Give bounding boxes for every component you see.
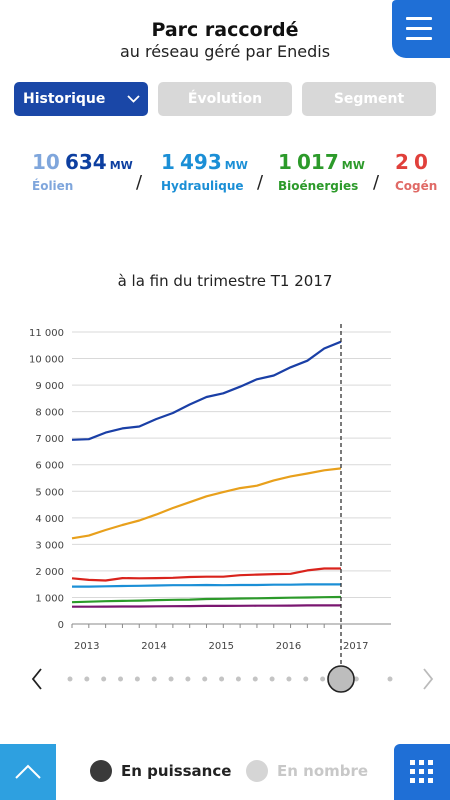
series-line-3 [72,583,341,588]
kpi-hydraulique-value-int: 1 [161,150,175,174]
kpi-bioenergies-value-int: 1 [278,150,292,174]
page-title: Parc raccordé [151,19,299,41]
y-tick-label: 7 000 [35,434,64,445]
tab-historique[interactable]: Historique [14,82,148,116]
chevron-left-icon[interactable] [31,668,42,690]
kpi-cogeneration-value-int: 2 [395,150,409,174]
tab-evolution[interactable]: Évolution [158,82,292,116]
y-tick-label: 6 000 [35,461,64,472]
header: Parc raccordé au réseau géré par Enedis [0,0,450,80]
y-tick-label: 2 000 [35,567,64,578]
y-tick-label: 9 000 [35,381,64,392]
kpi-separator: / [257,172,264,193]
scroll-up-button[interactable] [0,744,56,800]
y-tick-label: 0 [58,620,64,631]
kpi-eolien-unit: MW [109,159,133,172]
slider-dot[interactable] [202,676,208,682]
kpi-eolien: 10 634 MW Éolien [32,150,133,193]
slider-dot[interactable] [219,676,225,682]
kpi-strip[interactable]: 10 634 MW Éolien 1 493 MW Hydraulique 1 01… [0,150,450,210]
series-line-5 [72,604,341,608]
radio-unselected-icon [246,760,268,782]
tab-historique-label: Historique [23,91,106,107]
series-line-2 [71,567,341,582]
slider-dot[interactable] [269,676,275,682]
chevron-down-icon [127,95,140,103]
chevron-right-icon[interactable] [423,668,434,690]
y-tick-label: 4 000 [35,514,64,525]
toggle-en-puissance-label: En puissance [121,762,232,780]
toggle-en-puissance[interactable]: En puissance [90,760,231,782]
kpi-hydraulique: 1 493 MW Hydraulique [161,150,248,193]
chart-caption: à la fin du trimestre T1 2017 [117,272,333,290]
y-tick-label: 1 000 [35,593,64,604]
kpi-cogeneration: 2 0 Cogén [395,150,437,193]
slider-dot[interactable] [185,676,191,682]
grid-icon [410,760,433,783]
x-tick-label: 2017 [343,641,368,652]
kpi-eolien-label: Éolien [32,179,74,193]
kpi-bioenergies-value-rest: 017 [297,150,339,174]
slider-dot[interactable] [84,676,90,682]
x-tick-label: 2016 [276,641,301,652]
kpi-bioenergies-unit: MW [341,159,365,172]
slider-dot[interactable] [151,676,157,682]
kpi-hydraulique-unit: MW [224,159,248,172]
slider-dot[interactable] [168,676,174,682]
series-line-1 [71,467,342,540]
kpi-cogeneration-label: Cogén [395,179,438,193]
slider-dot[interactable] [235,676,241,682]
menu-button[interactable] [392,0,450,58]
page-subtitle: au réseau géré par Enedis [119,42,331,61]
y-tick-label: 5 000 [35,487,64,498]
radio-selected-icon [90,760,112,782]
x-tick-label: 2015 [209,641,234,652]
y-tick-label: 11 000 [29,328,64,339]
slider-dot[interactable] [286,676,292,682]
chevron-up-icon [15,764,41,779]
x-tick-label: 2013 [74,641,99,652]
slider-dot[interactable] [67,676,73,682]
grid-menu-button[interactable] [394,744,450,800]
tab-segment[interactable]: Segment [302,82,436,116]
toggle-en-nombre[interactable]: En nombre [246,760,368,782]
series-line-4 [71,595,342,604]
y-tick-label: 8 000 [35,408,64,419]
kpi-bioenergies-label: Bioénergies [278,179,359,193]
slider-dot[interactable] [303,676,309,682]
slider-dot[interactable] [387,676,393,682]
slider-dot[interactable] [353,676,359,682]
y-tick-label: 3 000 [35,540,64,551]
slider-dot[interactable] [101,676,107,682]
tab-bar: Historique Évolution Segment [0,82,450,116]
slider-dot[interactable] [118,676,124,682]
kpi-hydraulique-label: Hydraulique [161,179,244,193]
kpi-bioenergies: 1 017 MW Bioénergies [278,150,365,193]
kpi-eolien-value-rest: 634 [64,150,107,174]
kpi-hydraulique-value-rest: 493 [180,150,222,174]
tab-segment-label: Segment [333,91,405,107]
slider-handle[interactable] [327,665,355,693]
kpi-separator: / [136,172,143,193]
slider-dot[interactable] [134,676,140,682]
kpi-separator: / [373,172,380,193]
line-chart: 0 1 000 2 000 3 000 4 000 5 000 6 000 7 000 8 00… [29,324,434,693]
x-tick-label: 2014 [141,641,166,652]
toggle-en-nombre-label: En nombre [277,762,369,780]
tab-evolution-label: Évolution [187,91,263,107]
slider-dot[interactable] [320,676,326,682]
kpi-cogeneration-value-rest: 0 [414,150,428,174]
kpi-eolien-value-int: 10 [32,150,60,174]
series-line-0 [71,340,342,441]
y-tick-label: 10 000 [29,355,64,366]
slider-dot[interactable] [252,676,258,682]
